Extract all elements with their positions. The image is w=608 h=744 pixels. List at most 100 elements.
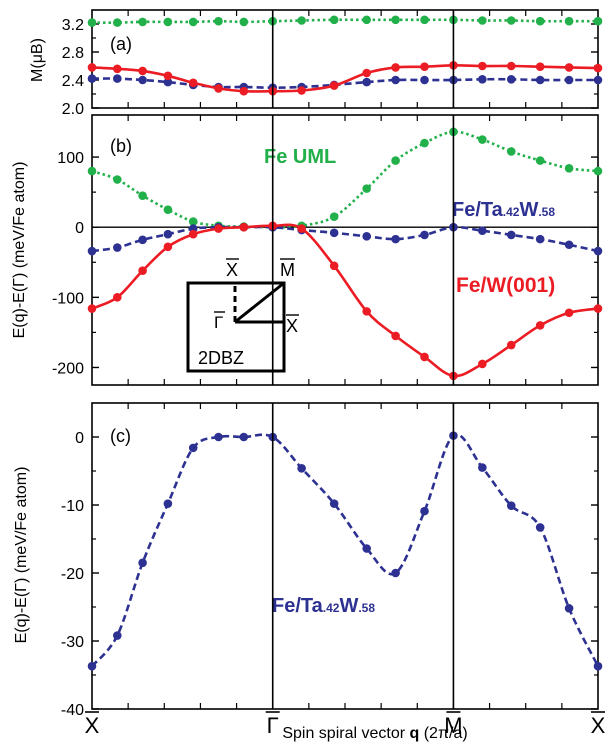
data-point-blue: [420, 506, 429, 516]
data-point-blue: [362, 77, 371, 87]
data-point-blue: [478, 226, 487, 236]
data-point-red: [593, 63, 603, 73]
xtick-label: Γ: [267, 713, 279, 738]
data-point-blue: [535, 75, 545, 85]
panel-c-ylabel: E(q)-E(Γ) (meV/Fe atom): [13, 467, 30, 644]
panel-a-label: (a): [110, 34, 132, 54]
data-point-green: [478, 16, 487, 25]
data-point-red: [214, 84, 223, 93]
label-fe-ta-b: Fe/Ta.42W.58: [452, 199, 555, 221]
ytick-label: -100: [52, 290, 84, 307]
data-point-blue: [87, 74, 97, 83]
data-point-green: [564, 16, 574, 26]
data-point-red: [113, 64, 122, 74]
data-point-red: [362, 68, 371, 78]
data-point-red: [239, 222, 249, 232]
ytick-label: 0: [75, 430, 84, 447]
data-point-blue: [535, 523, 545, 532]
data-point-blue: [478, 75, 487, 84]
data-point-red: [535, 62, 545, 71]
data-point-blue: [593, 246, 603, 256]
ytick-label: -30: [61, 634, 84, 651]
high-symmetry-lines: [271, 10, 455, 709]
data-point-green: [163, 17, 173, 27]
data-point-blue: [506, 75, 516, 84]
panel-c: (c) E(q)-E(Γ) (meV/Fe atom) -40 -30 -20 -10…: [13, 402, 603, 719]
panel-a-yticks: 2.0 2.4 2.8 3.2: [62, 10, 598, 118]
data-point-red: [163, 242, 173, 252]
x-axis-label: Spin spiral vector q (2π/a): [282, 725, 467, 742]
data-point-green: [87, 18, 97, 27]
data-point-red: [478, 61, 487, 71]
data-point-red: [214, 224, 223, 233]
data-point-blue: [163, 499, 173, 508]
panel-a-ylabel: M(μB): [29, 38, 46, 82]
data-point-green: [593, 166, 603, 176]
xtick-label: X: [591, 713, 606, 738]
data-point-blue: [362, 544, 371, 553]
data-point-blue: [214, 432, 223, 442]
data-point-green: [593, 16, 603, 26]
data-point-blue: [564, 75, 574, 85]
data-point-red: [420, 62, 429, 71]
label-fe-uml: Fe UML: [264, 146, 336, 168]
xtick-label: X: [85, 713, 100, 738]
label-fe-w: Fe/W(001): [456, 274, 555, 297]
ytick-label: 2.4: [62, 73, 84, 90]
data-point-blue: [391, 568, 400, 578]
data-point-blue: [239, 432, 249, 442]
data-point-blue: [113, 74, 122, 83]
data-point-green: [297, 16, 306, 25]
ytick-label: -10: [61, 498, 84, 515]
data-point-red: [391, 63, 400, 72]
data-point-green: [329, 212, 339, 221]
data-point-red: [87, 63, 97, 72]
data-point-red: [188, 78, 198, 88]
data-point-green: [214, 16, 223, 26]
data-point-green: [239, 17, 249, 27]
panel-c-yticks: -40 -30 -20 -10 0: [61, 403, 598, 719]
data-point-green: [329, 15, 339, 25]
ytick-label: -200: [52, 360, 84, 377]
data-point-blue: [391, 75, 400, 85]
series-line-blue: [90, 433, 600, 668]
data-point-blue: [506, 501, 516, 510]
ytick-label: -40: [61, 702, 84, 719]
data-point-blue: [188, 443, 198, 453]
data-point-blue: [362, 232, 371, 241]
data-point-red: [87, 304, 97, 313]
data-point-red: [138, 66, 147, 76]
data-point-blue: [113, 631, 122, 640]
ytick-label: 0: [75, 220, 84, 237]
ytick-label: 2.8: [62, 45, 84, 62]
data-point-green: [188, 217, 198, 226]
data-point-blue: [87, 246, 97, 256]
data-point-red: [297, 86, 306, 95]
bz-x-right-label: X: [286, 316, 298, 336]
data-point-blue: [564, 604, 574, 613]
data-point-blue: [87, 661, 97, 671]
data-point-blue: [163, 77, 173, 87]
panel-a-series: [87, 15, 603, 96]
data-point-blue: [163, 229, 173, 239]
data-point-red: [564, 63, 574, 72]
data-point-green: [506, 147, 516, 156]
data-point-blue: [297, 463, 306, 473]
data-point-blue: [535, 234, 545, 244]
data-point-red: [420, 352, 429, 362]
ytick-label: 2.0: [62, 101, 84, 118]
data-point-blue: [478, 463, 487, 472]
bz-title: 2DBZ: [198, 348, 244, 368]
data-point-blue: [138, 75, 147, 85]
data-point-red: [163, 71, 173, 81]
data-point-green: [113, 175, 122, 184]
data-point-blue: [420, 75, 429, 85]
panel-c-series: [87, 431, 603, 671]
data-point-blue: [329, 228, 339, 238]
data-point-red: [329, 261, 339, 271]
ytick-label: 3.2: [62, 17, 84, 34]
ytick-label: -20: [61, 566, 84, 583]
data-point-blue: [391, 234, 400, 244]
panel-b: (b) E(q)-E(Γ) (meV/Fe atom) -200 -100 0 100…: [11, 114, 603, 386]
bz-gamma-m: [234, 281, 285, 324]
